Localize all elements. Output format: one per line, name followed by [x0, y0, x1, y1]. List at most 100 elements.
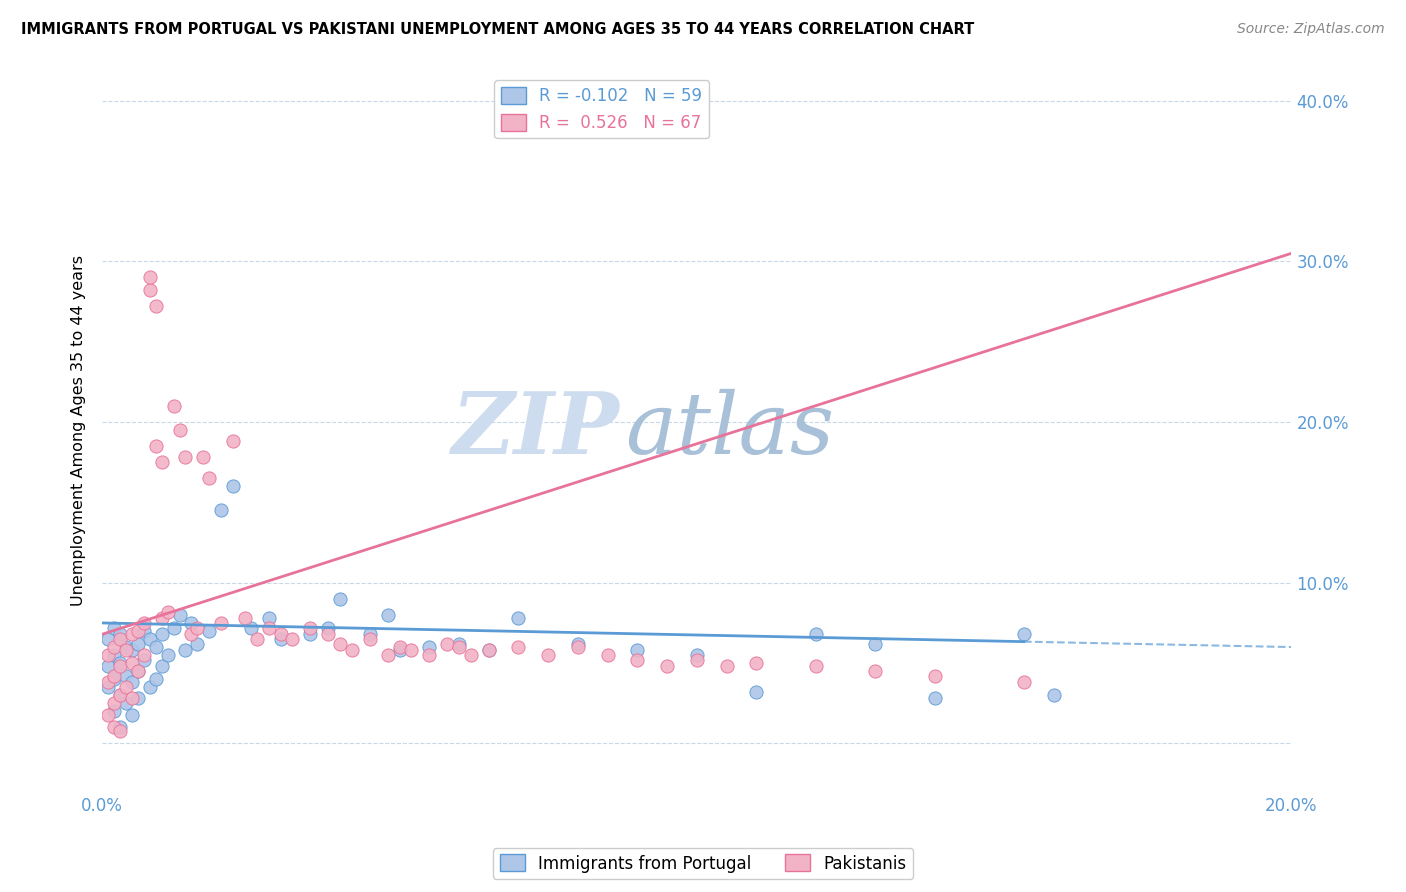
Point [537, 648, 560, 662]
Point [156, 648, 179, 662]
Point [804, 627, 827, 641]
Point [127, 637, 149, 651]
Point [108, 632, 131, 646]
Point [127, 691, 149, 706]
Point [626, 643, 648, 657]
Point [139, 680, 162, 694]
Point [132, 648, 155, 662]
Point [804, 659, 827, 673]
Point [103, 669, 125, 683]
Point [150, 611, 173, 625]
Point [145, 439, 167, 453]
Point [246, 632, 269, 646]
Point [108, 720, 131, 734]
Point [139, 283, 162, 297]
Point [329, 637, 352, 651]
Point [150, 455, 173, 469]
Point [186, 637, 208, 651]
Point [222, 434, 245, 449]
Point [1012, 627, 1035, 641]
Point [460, 648, 482, 662]
Point [1012, 675, 1035, 690]
Point [270, 632, 292, 646]
Point [121, 656, 143, 670]
Point [447, 637, 470, 651]
Point [108, 659, 131, 673]
Point [162, 621, 184, 635]
Point [198, 471, 221, 485]
Text: atlas: atlas [626, 389, 835, 472]
Point [478, 643, 501, 657]
Point [103, 621, 125, 635]
Point [686, 653, 709, 667]
Point [359, 632, 381, 646]
Y-axis label: Unemployment Among Ages 35 to 44 years: Unemployment Among Ages 35 to 44 years [72, 254, 86, 606]
Point [139, 632, 162, 646]
Point [180, 615, 202, 630]
Point [745, 685, 768, 699]
Point [162, 399, 184, 413]
Point [567, 637, 589, 651]
Point [174, 450, 197, 465]
Point [567, 640, 589, 654]
Point [257, 611, 280, 625]
Point [655, 659, 678, 673]
Point [127, 624, 149, 638]
Point [436, 637, 458, 651]
Point [132, 624, 155, 638]
Legend: R = -0.102   N = 59, R =  0.526   N = 67: R = -0.102 N = 59, R = 0.526 N = 67 [495, 80, 709, 138]
Point [97, 659, 120, 673]
Point [169, 423, 191, 437]
Point [745, 656, 768, 670]
Point [127, 664, 149, 678]
Point [508, 640, 530, 654]
Point [863, 637, 886, 651]
Point [239, 621, 262, 635]
Point [150, 627, 173, 641]
Point [115, 680, 138, 694]
Point [145, 299, 167, 313]
Point [716, 659, 738, 673]
Point [115, 669, 138, 683]
Point [115, 640, 138, 654]
Point [447, 640, 470, 654]
Point [121, 627, 143, 641]
Point [97, 680, 120, 694]
Point [863, 664, 886, 678]
Point [97, 648, 120, 662]
Point [115, 696, 138, 710]
Point [401, 643, 423, 657]
Point [103, 720, 125, 734]
Point [340, 643, 363, 657]
Point [1042, 688, 1064, 702]
Point [924, 691, 946, 706]
Point [508, 611, 530, 625]
Point [299, 627, 322, 641]
Point [596, 648, 619, 662]
Point [108, 627, 131, 641]
Point [145, 640, 167, 654]
Point [108, 723, 131, 738]
Point [174, 643, 197, 657]
Point [377, 607, 399, 622]
Point [377, 648, 399, 662]
Point [478, 643, 501, 657]
Point [626, 653, 648, 667]
Point [108, 688, 131, 702]
Point [121, 691, 143, 706]
Point [108, 688, 131, 702]
Point [121, 675, 143, 690]
Point [281, 632, 304, 646]
Point [156, 605, 179, 619]
Point [150, 659, 173, 673]
Point [108, 656, 131, 670]
Point [418, 640, 440, 654]
Point [198, 624, 221, 638]
Point [222, 479, 245, 493]
Point [299, 621, 322, 635]
Point [121, 707, 143, 722]
Point [316, 627, 339, 641]
Point [233, 611, 256, 625]
Point [418, 648, 440, 662]
Point [132, 653, 155, 667]
